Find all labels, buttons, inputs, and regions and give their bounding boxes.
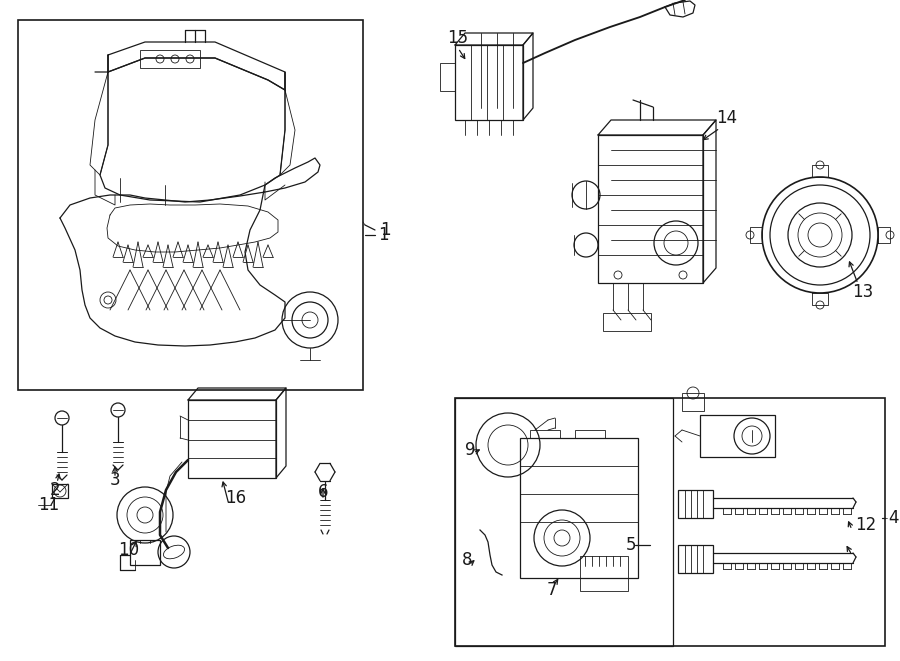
Text: 10: 10 xyxy=(118,541,140,559)
Bar xyxy=(455,398,673,646)
Text: 3: 3 xyxy=(110,471,121,489)
Text: 12: 12 xyxy=(855,516,877,534)
Bar xyxy=(455,45,523,120)
Bar xyxy=(188,400,276,478)
Text: 8: 8 xyxy=(462,551,472,569)
Bar xyxy=(678,545,713,573)
Bar xyxy=(18,20,363,390)
Text: 7: 7 xyxy=(547,581,557,599)
Text: 2: 2 xyxy=(50,481,60,499)
Text: 5: 5 xyxy=(626,536,636,554)
Text: 16: 16 xyxy=(225,489,246,507)
Bar xyxy=(603,313,651,331)
Text: 14: 14 xyxy=(716,109,737,127)
Bar xyxy=(598,135,703,283)
Bar xyxy=(530,430,560,438)
Bar xyxy=(682,393,704,411)
Bar xyxy=(580,556,628,591)
Bar xyxy=(520,438,638,578)
Bar xyxy=(678,490,713,518)
Text: 1: 1 xyxy=(378,226,389,244)
Bar xyxy=(700,415,775,457)
Bar xyxy=(52,484,68,498)
Bar xyxy=(440,63,455,91)
Bar xyxy=(130,540,160,565)
Text: 9: 9 xyxy=(465,441,475,459)
Bar xyxy=(575,430,605,438)
Text: 11: 11 xyxy=(38,496,59,514)
Text: 6: 6 xyxy=(318,483,328,501)
Bar xyxy=(140,50,200,68)
Text: 13: 13 xyxy=(852,283,873,301)
Text: 15: 15 xyxy=(447,29,468,47)
Bar xyxy=(455,398,885,646)
Text: 1: 1 xyxy=(380,221,391,239)
Text: 4: 4 xyxy=(888,509,898,527)
